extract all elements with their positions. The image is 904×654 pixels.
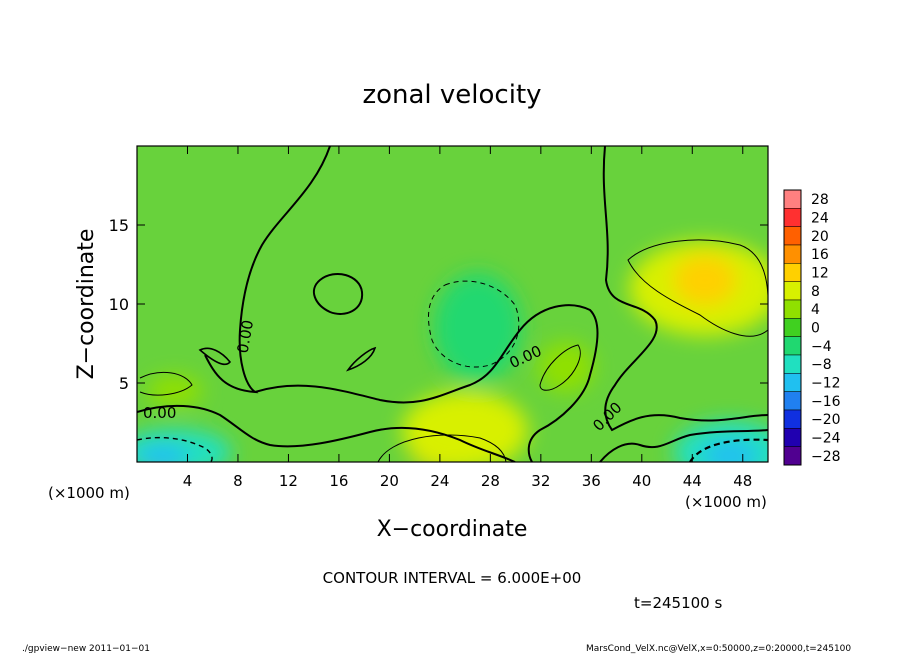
- colorbar-swatch: [783, 391, 802, 411]
- negative-contour-bottom-right: [689, 438, 768, 462]
- x-tick-label: 20: [380, 472, 399, 490]
- colorbar-label: 4: [811, 302, 820, 318]
- colorbar-label: −4: [811, 339, 832, 355]
- colorbar-swatch: [783, 244, 802, 264]
- field-blob: [538, 341, 594, 393]
- zero-contour-bottom: [137, 404, 516, 462]
- footer-left: ./gpview−new 2011−01−01: [22, 644, 150, 654]
- x-tick-label: 40: [632, 472, 651, 490]
- positive-contour-left: [139, 371, 193, 396]
- y-axis-label: Z−coordinate: [74, 229, 99, 380]
- colorbar-swatch: [783, 208, 802, 227]
- contour-interval-label: CONTOUR INTERVAL = 6.000E+00: [323, 569, 582, 587]
- colorbar-swatch: [783, 263, 802, 282]
- colorbar-label: 16: [811, 247, 829, 263]
- positive-contour-bottom: [377, 434, 507, 462]
- colorbar-label: 28: [811, 192, 829, 208]
- x-tick-label: 48: [733, 472, 752, 490]
- zero-contour-dip: [198, 347, 232, 366]
- colorbar-swatch: [783, 226, 802, 246]
- chart-title: zonal velocity: [362, 80, 541, 110]
- field-blob: [673, 255, 737, 306]
- colorbar-label: 8: [811, 284, 820, 300]
- x-tick-label: 36: [582, 472, 601, 490]
- colorbar: 28 24 20 16 12 8 4 0 −4 −8 −12 −16 −20 −24 −28: [783, 189, 841, 466]
- positive-contour-mid: [539, 344, 581, 391]
- colorbar-swatch: [783, 336, 802, 356]
- field-blob: [147, 375, 203, 407]
- colorbar-swatch: [783, 428, 802, 447]
- colorbar-swatch: [783, 299, 802, 319]
- colorbar-label: −16: [811, 394, 841, 410]
- colorbar-label: 20: [811, 229, 829, 245]
- contour-lines: [137, 146, 768, 462]
- colorbar-label: 24: [811, 211, 829, 227]
- contour-label: 0.00: [234, 319, 258, 355]
- zero-contour-island: [312, 273, 364, 315]
- y-tick-label: 5: [119, 374, 129, 393]
- colorbar-swatch: [783, 409, 802, 429]
- colorbar-swatch: [783, 373, 802, 392]
- x-tick-label: 24: [430, 472, 449, 490]
- x-tick-label: 12: [279, 472, 298, 490]
- zero-contour-right: [602, 146, 768, 432]
- y-axis: 5 10 15: [109, 216, 768, 393]
- colorbar-swatch: [783, 446, 802, 466]
- colorbar-swatch: [783, 354, 802, 374]
- colorbar-label: −24: [811, 431, 841, 447]
- colorbar-frame: [783, 189, 802, 466]
- zero-contour-base: [599, 429, 768, 462]
- x-axis-label: X−coordinate: [377, 517, 528, 542]
- y-tick-label: 15: [109, 216, 129, 235]
- footer-right: MarsCond_VelX.nc@VelX,x=0:50000,z=0:2000…: [586, 644, 851, 654]
- field-blob: [137, 444, 188, 462]
- colorbar-label: −8: [811, 357, 832, 373]
- x-tick-label: 8: [233, 472, 243, 490]
- plot-area: 0.00 0.00 0.00 0.00: [137, 146, 768, 462]
- colorbar-swatch: [783, 318, 802, 337]
- colorbar-swatch: [783, 281, 802, 301]
- field-blob: [433, 272, 522, 384]
- field-blob: [402, 390, 529, 462]
- x-tick-label: 32: [531, 472, 550, 490]
- colorbar-swatch: [783, 189, 802, 209]
- x-tick-label: 16: [329, 472, 348, 490]
- x-tick-label: 28: [481, 472, 500, 490]
- colorbar-label: −12: [811, 376, 841, 392]
- x-unit-label-right: (×1000 m): [685, 493, 767, 511]
- colorbar-label: 12: [811, 266, 829, 282]
- zero-contour-left: [204, 146, 331, 394]
- x-tick-label: 44: [683, 472, 702, 490]
- colorbar-label: −28: [811, 449, 841, 465]
- zero-contour-small: [345, 346, 377, 372]
- colorbar-label: −20: [811, 412, 841, 428]
- x-tick-label: 4: [183, 472, 193, 490]
- field-blob: [702, 439, 758, 462]
- negative-contour-bottom-left: [137, 436, 213, 462]
- contour-label: 0.00: [143, 404, 176, 422]
- y-tick-label: 10: [109, 295, 129, 314]
- positive-contour-right: [627, 239, 768, 337]
- colorbar-label: 0: [811, 321, 820, 337]
- time-label: t=245100 s: [634, 594, 722, 612]
- x-unit-label-left: (×1000 m): [48, 484, 130, 502]
- x-axis: 4 8 12 16 20 24 28 32 36 40 44 48: [183, 146, 752, 490]
- zero-contour-mid: [254, 304, 599, 462]
